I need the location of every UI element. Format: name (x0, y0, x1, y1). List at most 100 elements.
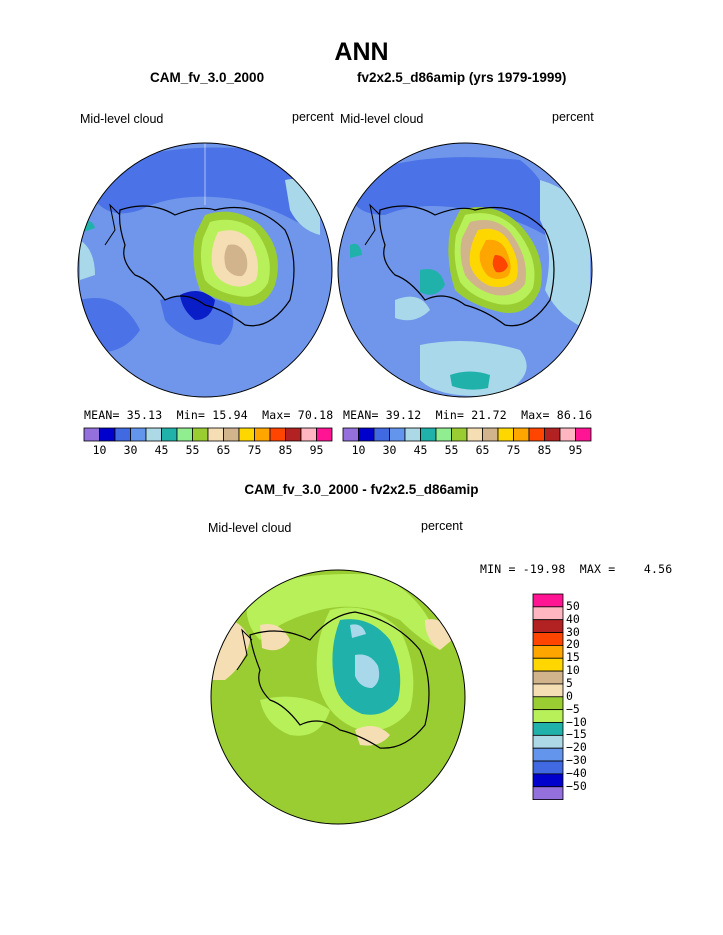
legend-cell (532, 657, 564, 672)
colorbar-tick-label: 75 (506, 443, 521, 457)
variable-label-right: Mid-level cloud (340, 112, 424, 126)
colorbar-tick-label: 85 (278, 443, 293, 457)
colorbar-cell (528, 427, 545, 442)
colorbar-cell (285, 427, 302, 442)
colorbar-cell (404, 427, 421, 442)
colorbar-cell (482, 427, 499, 442)
stats-mean-value: 39.12 (385, 408, 422, 422)
stats-min-value: 15.94 (212, 408, 248, 422)
colorbar-tick-label: 45 (413, 443, 428, 457)
stats-mean-label: MEAN= (343, 408, 379, 422)
legend-cell (532, 773, 564, 788)
legend-cell (532, 670, 564, 685)
colorbar-cell (99, 427, 116, 442)
colorbar-cell (435, 427, 452, 442)
colorbar-cell (342, 427, 359, 442)
colorbar-left (83, 427, 333, 442)
colorbar-tick-label: 45 (154, 443, 169, 457)
stats-min-label: Min= (176, 408, 206, 422)
legend-tick-label: −10 (566, 714, 587, 729)
map-difference (211, 570, 465, 824)
colorbar-cell (544, 427, 561, 442)
case-title-left: CAM_fv_3.0_2000 (150, 70, 265, 85)
colorbar-cell (373, 427, 390, 442)
colorbar-cell (223, 427, 240, 442)
legend-cell (532, 734, 564, 749)
legend-tick-label: −40 (566, 765, 587, 780)
map-right (338, 143, 592, 397)
legend-cell (532, 722, 564, 736)
colorbar-cell (145, 427, 162, 442)
case-title-right: fv2x2.5_d86amip (yrs 1979-1999) (357, 70, 567, 85)
legend-tick-label: −30 (566, 753, 587, 768)
colorbar-tick-label: 55 (185, 443, 200, 457)
legend-cell (532, 786, 564, 801)
colorbar-tick-label: 10 (92, 443, 107, 457)
stats-max-label: Max= (262, 408, 291, 422)
legend-cell (532, 632, 564, 646)
variable-label-left: Mid-level cloud (80, 112, 164, 126)
colorbar-cell (358, 427, 375, 442)
stats-max-value: 86.16 (556, 408, 593, 422)
colorbar-cell (192, 427, 209, 442)
legend-tick-label: −5 (566, 701, 580, 716)
colorbar-tick-label: 30 (382, 443, 397, 457)
units-label-left: percent (292, 110, 334, 124)
legend-tick-label: −20 (566, 740, 587, 755)
colorbar-cell (575, 427, 592, 442)
legend-tick-label: −15 (566, 727, 587, 742)
difference-minmax: MIN = -19.98 MAX = 4.56 (480, 562, 673, 576)
colorbar-cell (130, 427, 147, 442)
variable-label-difference: Mid-level cloud (208, 521, 292, 535)
difference-title: CAM_fv_3.0_2000 - fv2x2.5_d86amip (244, 482, 479, 497)
stats-mean-label: MEAN= (84, 408, 120, 422)
legend-tick-label: 10 (566, 663, 580, 678)
map-left (78, 143, 332, 397)
legend-tick-label: 40 (566, 611, 580, 626)
legend-cell (532, 747, 564, 762)
colorbar-cell (451, 427, 468, 442)
legend-cell (532, 606, 564, 621)
colorbar-tick-label: 10 (351, 443, 366, 457)
colorbar-cell (114, 427, 131, 442)
stats-max-label: Max= (521, 408, 550, 422)
legend-cell (532, 709, 564, 723)
stats-max-value: 70.18 (297, 408, 334, 422)
colorbar-cell (207, 427, 224, 442)
legend-difference (532, 593, 564, 801)
colorbar-cell (420, 427, 437, 442)
legend-tick-label: 20 (566, 637, 580, 652)
legend-cell (532, 696, 564, 711)
legend-cell (532, 593, 564, 608)
colorbar-cell (316, 427, 333, 442)
stats-min-label: Min= (435, 408, 465, 422)
legend-cell (532, 645, 564, 659)
legend-cell (532, 683, 564, 698)
legend-tick-label: 30 (566, 624, 580, 639)
legend-cell (532, 619, 564, 633)
colorbar-cell (389, 427, 406, 442)
legend-tick-label: −50 (566, 778, 587, 793)
colorbar-cell (269, 427, 286, 442)
legend-tick-label: 15 (566, 650, 580, 665)
colorbar-tick-label: 95 (309, 443, 324, 457)
colorbar-tick-label: 65 (475, 443, 490, 457)
stats-mean-value: 35.13 (126, 408, 163, 422)
colorbar-cell (83, 427, 100, 442)
stats-left: MEAN= 35.13 Min= 15.94 Max= 70.18 (84, 408, 333, 422)
legend-tick-label: 50 (566, 598, 580, 613)
page-title: ANN (334, 38, 389, 66)
colorbar-cell (513, 427, 530, 442)
units-label-right: percent (552, 110, 594, 124)
colorbar-cell (161, 427, 178, 442)
colorbar-tick-label: 65 (216, 443, 231, 457)
legend-cell (532, 760, 564, 775)
colorbar-cell (466, 427, 483, 442)
colorbar-cell (176, 427, 193, 442)
colorbar-cell (559, 427, 576, 442)
colorbar-right (342, 427, 592, 442)
colorbar-tick-label: 55 (444, 443, 459, 457)
colorbar-tick-label: 95 (568, 443, 583, 457)
colorbar-tick-label: 30 (123, 443, 138, 457)
